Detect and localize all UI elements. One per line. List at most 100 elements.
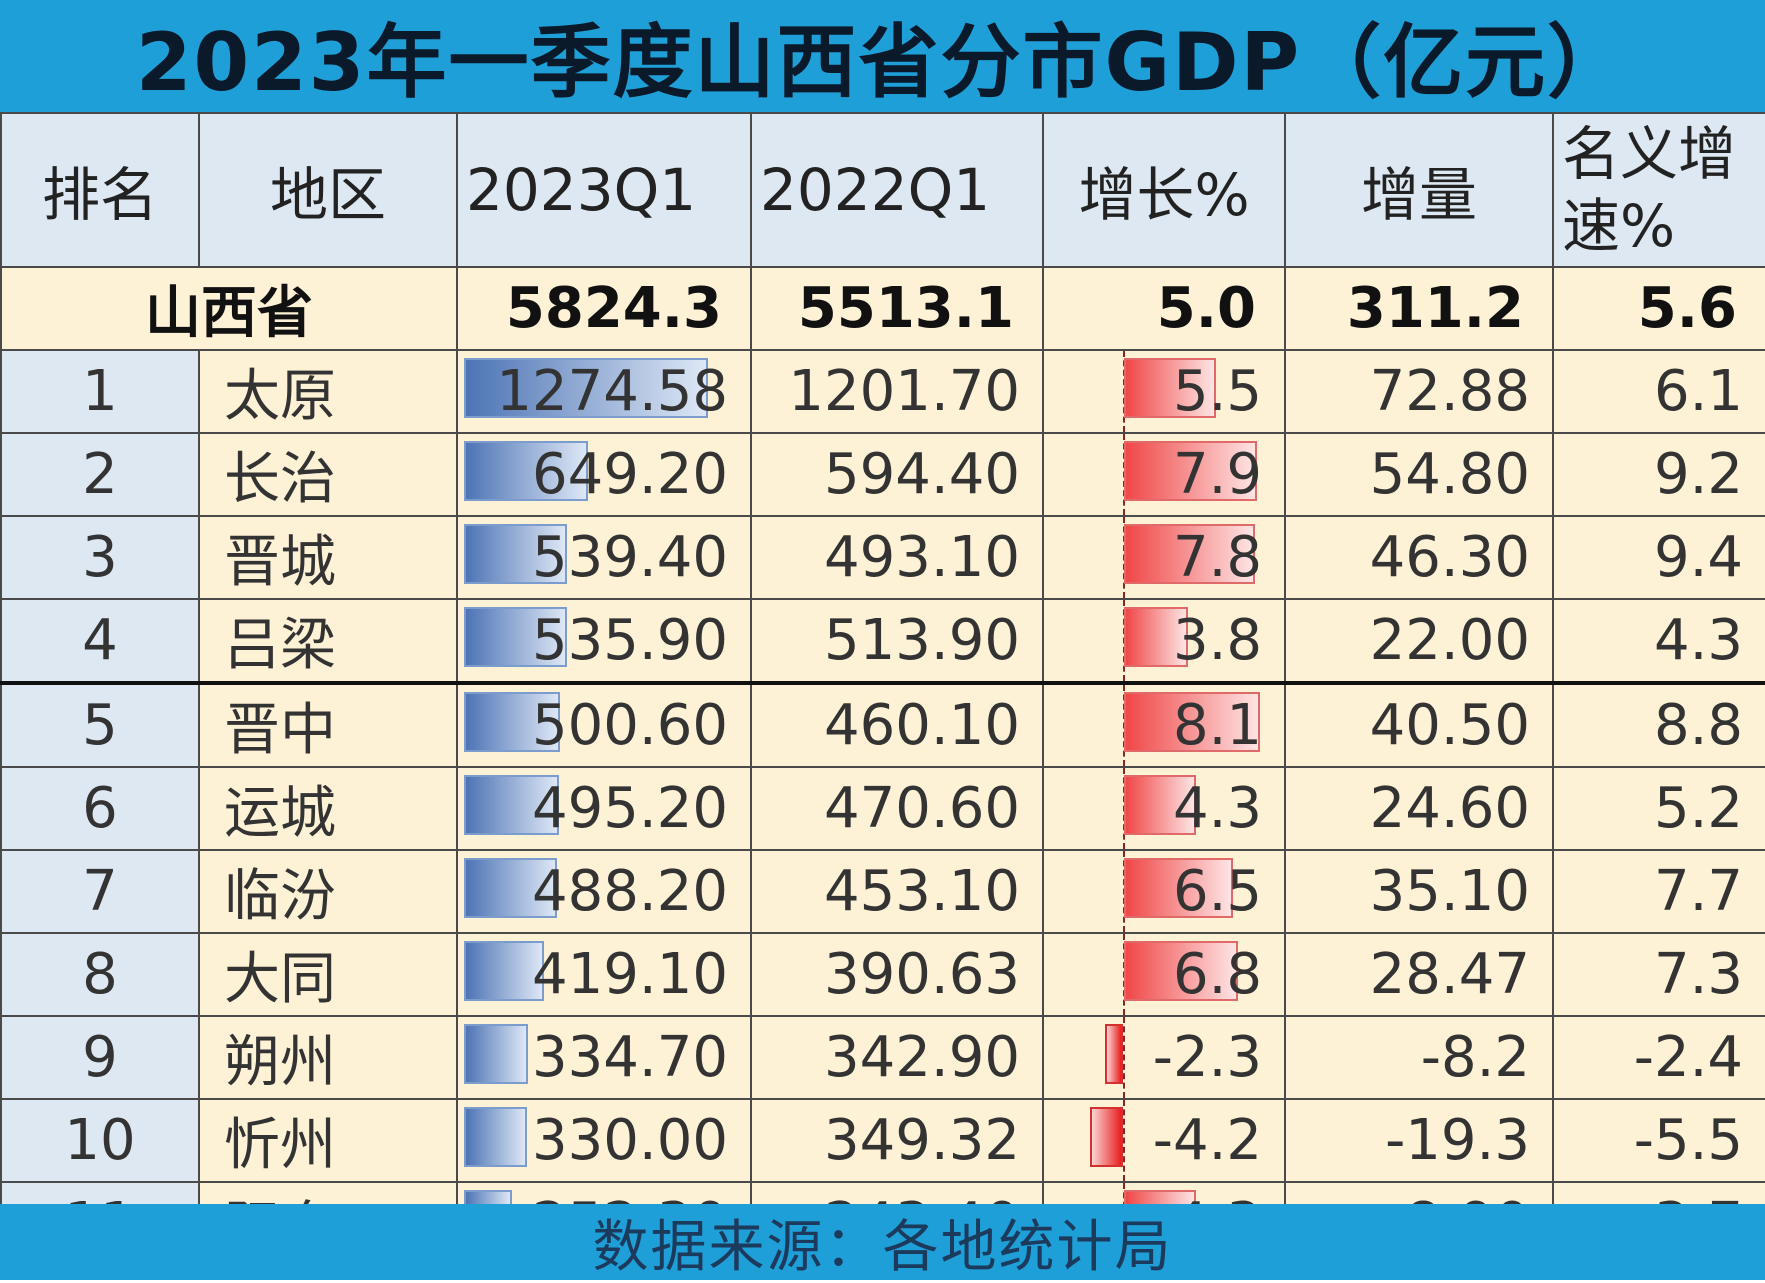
total-nominal: 5.6	[1552, 266, 1765, 351]
header-2023q1: 2023Q1	[456, 112, 752, 268]
header-region: 地区	[198, 112, 458, 268]
growth-value: 8.1	[1172, 692, 1262, 758]
header-nominal: 名义增速%	[1552, 112, 1765, 268]
nominal-cell: -5.5	[1552, 1098, 1765, 1183]
gdp-2023-value: 495.20	[532, 775, 728, 841]
nominal-cell: -2.4	[1552, 1015, 1765, 1100]
gdp-data-bar	[464, 441, 588, 501]
growth-cell: 5.5	[1042, 349, 1286, 434]
gdp-data-bar	[464, 858, 557, 918]
header-2022q1: 2022Q1	[750, 112, 1044, 268]
region-cell: 忻州	[198, 1098, 458, 1183]
nominal-cell: 8.8	[1552, 681, 1765, 768]
nominal-cell: 7.7	[1552, 849, 1765, 934]
growth-cell: 8.1	[1042, 681, 1286, 768]
gdp-2022-cell: 460.10	[750, 681, 1044, 768]
gdp-2023-value: 330.00	[532, 1107, 728, 1173]
increment-cell: 28.47	[1284, 932, 1554, 1017]
increment-cell: 22.00	[1284, 598, 1554, 684]
growth-data-bar	[1124, 692, 1260, 752]
growth-cell: 6.5	[1042, 849, 1286, 934]
gdp-2022-cell: 342.90	[750, 1015, 1044, 1100]
header-rank: 排名	[0, 112, 200, 268]
gdp-data-bar	[464, 1107, 527, 1167]
growth-data-bar	[1124, 941, 1238, 1001]
growth-data-bar	[1124, 607, 1188, 667]
gdp-2022-cell: 493.10	[750, 515, 1044, 600]
growth-data-bar	[1124, 524, 1255, 584]
total-2022q1: 5513.1	[750, 266, 1044, 351]
gdp-2022-cell: 453.10	[750, 849, 1044, 934]
table-row: 10 忻州 330.00 349.32 -4.2 -19.3 -5.5	[0, 1098, 1765, 1183]
table-row: 9 朔州 334.70 342.90 -2.3 -8.2 -2.4	[0, 1015, 1765, 1100]
gdp-2023-value: 334.70	[532, 1024, 728, 1090]
region-cell: 长治	[198, 432, 458, 517]
table-row: 5 晋中 500.60 460.10 8.1 40.50 8.8	[0, 681, 1765, 768]
region-cell: 临汾	[198, 849, 458, 934]
growth-data-bar	[1124, 775, 1196, 835]
growth-value: -2.3	[1152, 1024, 1262, 1090]
increment-cell: 54.80	[1284, 432, 1554, 517]
region-cell: 晋中	[198, 681, 458, 768]
region-cell: 晋城	[198, 515, 458, 600]
total-row: 山西省 5824.3 5513.1 5.0 311.2 5.6	[0, 266, 1765, 351]
region-cell: 运城	[198, 766, 458, 851]
gdp-data-bar	[464, 775, 559, 835]
nominal-cell: 9.2	[1552, 432, 1765, 517]
growth-value: -4.2	[1152, 1107, 1262, 1173]
growth-value: 5.5	[1172, 358, 1262, 424]
gdp-2023-value: 649.20	[532, 441, 728, 507]
gdp-data-bar	[464, 692, 560, 752]
gdp-data-bar	[464, 358, 708, 418]
table-row: 4 吕梁 535.90 513.90 3.8 22.00 4.3	[0, 598, 1765, 684]
growth-cell: -2.3	[1042, 1015, 1286, 1100]
increment-cell: 46.30	[1284, 515, 1554, 600]
total-growth: 5.0	[1042, 266, 1286, 351]
table-row: 7 临汾 488.20 453.10 6.5 35.10 7.7	[0, 849, 1765, 934]
rank-cell: 6	[0, 766, 200, 851]
nominal-cell: 4.3	[1552, 598, 1765, 684]
rank-cell: 5	[0, 681, 200, 768]
table-row: 3 晋城 539.40 493.10 7.8 46.30 9.4	[0, 515, 1765, 600]
growth-cell: 6.8	[1042, 932, 1286, 1017]
gdp-2022-cell: 390.63	[750, 932, 1044, 1017]
growth-cell: 7.9	[1042, 432, 1286, 517]
growth-data-bar	[1124, 358, 1216, 418]
gdp-table: 排名 地区 2023Q1 2022Q1 增长% 增量 名义增速% 山西省 582…	[0, 112, 1765, 1266]
gdp-2023-value: 1274.58	[496, 358, 728, 424]
title-bar: 2023年一季度山西省分市GDP（亿元）	[0, 0, 1765, 112]
growth-value: 7.8	[1172, 524, 1262, 590]
header-growth: 增长%	[1042, 112, 1286, 268]
gdp-2023-cell: 539.40	[456, 515, 752, 600]
growth-data-bar	[1105, 1024, 1123, 1084]
growth-value: 6.8	[1172, 941, 1262, 1007]
gdp-2023-cell: 649.20	[456, 432, 752, 517]
increment-cell: 40.50	[1284, 681, 1554, 768]
increment-cell: 24.60	[1284, 766, 1554, 851]
growth-cell: 7.8	[1042, 515, 1286, 600]
gdp-2023-cell: 535.90	[456, 598, 752, 684]
gdp-data-bar	[464, 524, 567, 584]
gdp-2023-value: 500.60	[532, 692, 728, 758]
growth-axis	[1123, 1101, 1125, 1180]
gdp-2023-value: 539.40	[532, 524, 728, 590]
gdp-data-bar	[464, 1024, 528, 1084]
gdp-2022-cell: 1201.70	[750, 349, 1044, 434]
gdp-2022-cell: 349.32	[750, 1098, 1044, 1183]
region-cell: 吕梁	[198, 598, 458, 684]
gdp-2023-cell: 500.60	[456, 681, 752, 768]
rank-cell: 9	[0, 1015, 200, 1100]
growth-data-bar	[1090, 1107, 1123, 1167]
region-cell: 大同	[198, 932, 458, 1017]
rank-cell: 7	[0, 849, 200, 934]
gdp-2023-cell: 334.70	[456, 1015, 752, 1100]
gdp-2022-cell: 513.90	[750, 598, 1044, 684]
total-2023q1: 5824.3	[456, 266, 752, 351]
growth-data-bar	[1124, 858, 1233, 918]
growth-value: 6.5	[1172, 858, 1262, 924]
gdp-2023-value: 419.10	[532, 941, 728, 1007]
gdp-2023-cell: 419.10	[456, 932, 752, 1017]
growth-cell: 3.8	[1042, 598, 1286, 684]
header-row: 排名 地区 2023Q1 2022Q1 增长% 增量 名义增速%	[0, 112, 1765, 268]
